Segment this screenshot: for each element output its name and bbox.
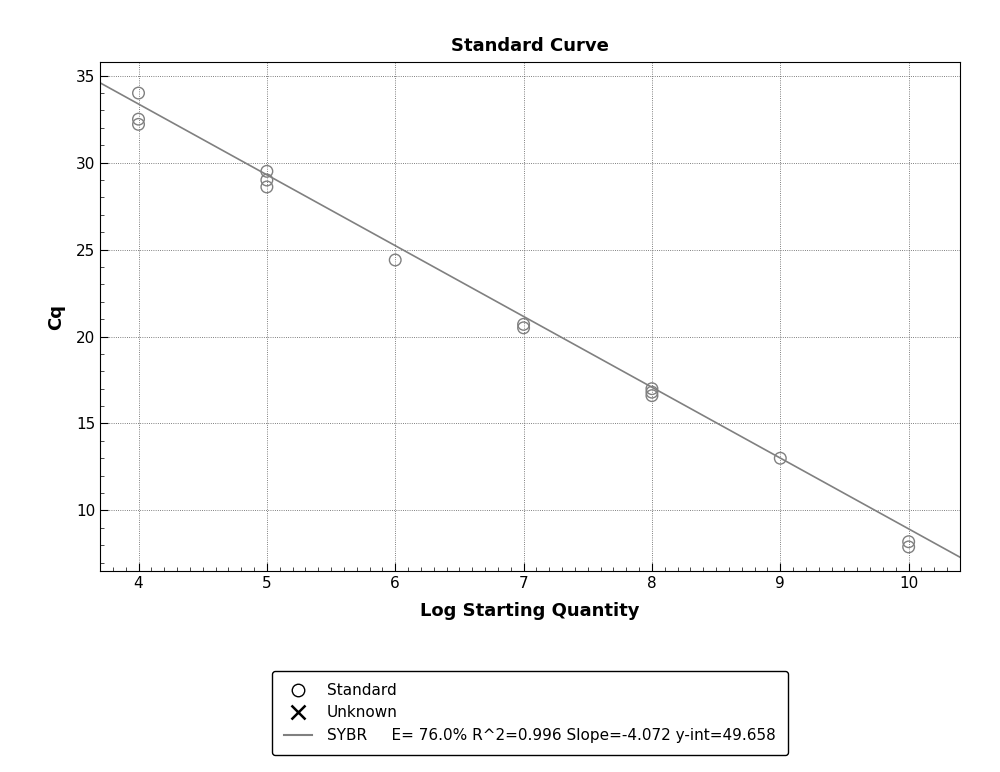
Legend: Standard, Unknown, SYBR     E= 76.0% R^2=0.996 Slope=-4.072 y-int=49.658: Standard, Unknown, SYBR E= 76.0% R^2=0.9… xyxy=(272,671,788,755)
Y-axis label: Cq: Cq xyxy=(47,303,65,330)
Point xyxy=(516,318,532,330)
Point xyxy=(131,87,147,100)
Point xyxy=(644,389,660,401)
Point xyxy=(131,118,147,130)
X-axis label: Log Starting Quantity: Log Starting Quantity xyxy=(420,602,640,620)
Point xyxy=(259,165,275,178)
Point xyxy=(644,382,660,394)
Point xyxy=(644,386,660,398)
Point xyxy=(259,181,275,193)
Point xyxy=(772,452,788,465)
Title: Standard Curve: Standard Curve xyxy=(451,36,609,55)
Point xyxy=(516,322,532,334)
Point xyxy=(901,540,917,553)
Point xyxy=(387,254,403,266)
Point xyxy=(901,536,917,548)
Point xyxy=(259,174,275,186)
Point xyxy=(131,113,147,125)
